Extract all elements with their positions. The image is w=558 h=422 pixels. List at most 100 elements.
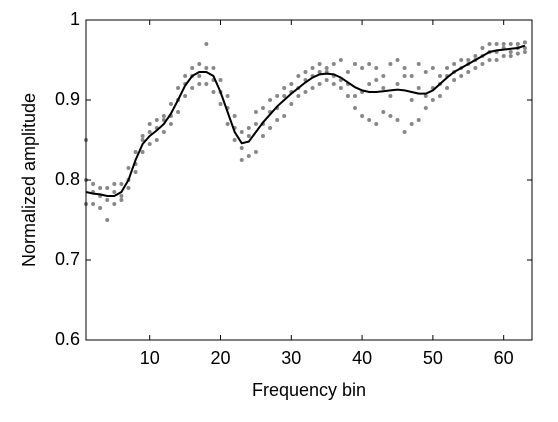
scatter-point (445, 66, 450, 70)
scatter-point (381, 74, 386, 78)
scatter-point (253, 150, 258, 154)
scatter-point (246, 134, 251, 138)
scatter-point (388, 62, 393, 66)
scatter-point (147, 122, 152, 126)
scatter-point (133, 170, 138, 174)
scatter-point (317, 82, 322, 86)
x-tick-label: 10 (140, 348, 160, 368)
line (85, 44, 526, 197)
scatter-point (112, 182, 117, 186)
scatter-point (338, 58, 343, 62)
scatter-point (395, 82, 400, 86)
scatter-point (317, 70, 322, 74)
scatter-point (515, 42, 520, 46)
scatter-point (168, 102, 173, 106)
scatter-point (374, 122, 379, 126)
y-axis-label: Normalized amplitude (19, 93, 39, 267)
scatter-point (508, 42, 513, 46)
scatter-point (466, 70, 471, 74)
scatter-point (367, 62, 372, 66)
scatter-point (98, 206, 103, 210)
scatter-point (416, 86, 421, 90)
y-tick-label: 0.6 (55, 329, 80, 349)
y-tick-label: 0.8 (55, 169, 80, 189)
scatter-point (275, 94, 280, 98)
scatter-point (183, 74, 188, 78)
scatter-point (239, 146, 244, 150)
scatter-point (402, 74, 407, 78)
scatter-point (140, 134, 145, 138)
scatter-point (395, 58, 400, 62)
x-tick-label: 60 (494, 348, 514, 368)
scatter-point (218, 102, 223, 106)
scatter-point (119, 182, 124, 186)
scatter-point (190, 86, 195, 90)
scatter-point (133, 150, 138, 154)
scatter-point (430, 98, 435, 102)
scatter-point (409, 74, 414, 78)
scatter-point (140, 150, 145, 154)
scatter-point (225, 94, 230, 98)
scatter-point (98, 186, 103, 190)
scatter-point (190, 66, 195, 70)
scatter-point (353, 106, 358, 110)
scatter-point (487, 42, 492, 46)
scatter-point (338, 86, 343, 90)
scatter-point (282, 86, 287, 90)
scatter-point (501, 54, 506, 58)
scatter-point (225, 122, 230, 126)
scatter-point (423, 106, 428, 110)
scatter-point (522, 50, 527, 54)
y-tick-label: 0.7 (55, 249, 80, 269)
scatter-point (360, 114, 365, 118)
x-tick-label: 20 (210, 348, 230, 368)
scatter-point (480, 62, 485, 66)
scatter-point (466, 58, 471, 62)
scatter-point (197, 82, 202, 86)
scatter-point (508, 54, 513, 58)
scatter-point (161, 130, 166, 134)
scatter-point (367, 82, 372, 86)
scatter-point (409, 122, 414, 126)
scatter-point (381, 110, 386, 114)
scatter-point (367, 118, 372, 122)
scatter-point (147, 130, 152, 134)
scatter-point (374, 66, 379, 70)
scatter-point (303, 70, 308, 74)
scatter-point (168, 122, 173, 126)
scatter-point (374, 78, 379, 82)
scatter-point (253, 110, 258, 114)
scatter-point (416, 62, 421, 66)
scatter-point (296, 94, 301, 98)
scatter-point (176, 110, 181, 114)
scatter-point (522, 40, 527, 45)
scatter-point (437, 94, 442, 98)
scatter-point (416, 118, 421, 122)
scatter-point (331, 82, 336, 86)
scatter-point (437, 74, 442, 78)
scatter-point (353, 62, 358, 66)
scatter-point (105, 198, 110, 202)
scatter-point (480, 46, 485, 50)
scatter-point (204, 66, 209, 70)
scatter-point (310, 86, 315, 90)
y-tick-label: 1 (70, 9, 80, 29)
scatter-point (147, 142, 152, 146)
scatter-point (289, 82, 294, 86)
scatter-point (487, 58, 492, 62)
scatter-point (508, 50, 513, 54)
scatter-point (140, 138, 145, 142)
scatter-point (232, 138, 237, 142)
scatter-point (197, 62, 202, 66)
scatter-point (296, 74, 301, 78)
scatter-point (204, 82, 209, 86)
scatter-point (494, 58, 499, 62)
scatter-point (381, 86, 386, 90)
scatter-point (423, 70, 428, 74)
x-tick-label: 40 (352, 348, 372, 368)
scatter-point (515, 51, 520, 56)
scatter-point (126, 166, 131, 170)
scatter-point (154, 118, 159, 122)
scatter-point (91, 202, 96, 206)
scatter-point (105, 186, 110, 190)
